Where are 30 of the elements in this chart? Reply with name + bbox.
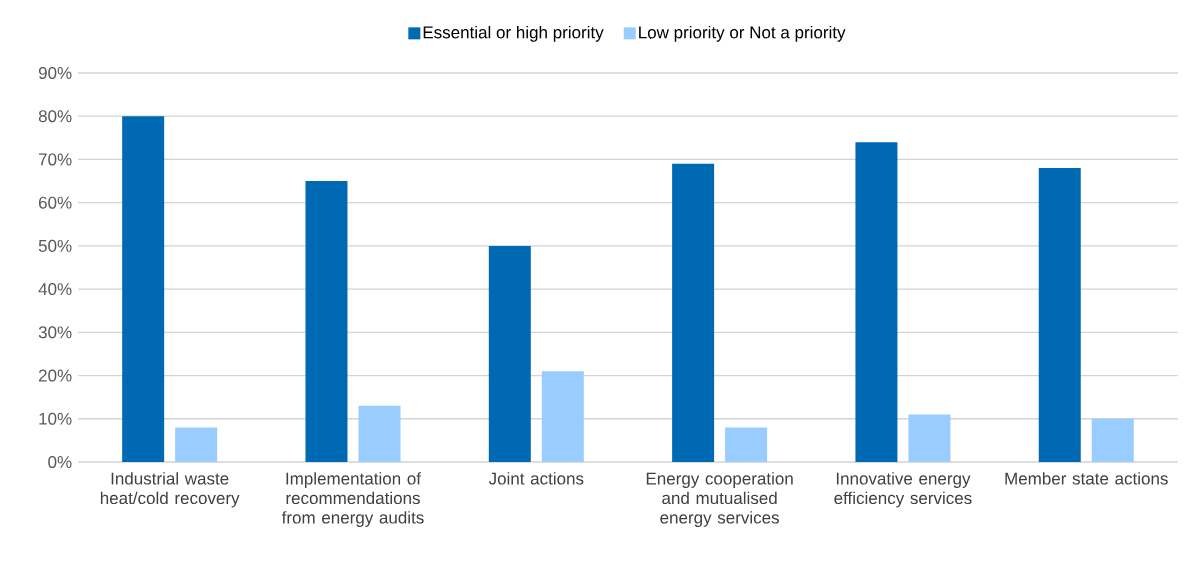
y-tick-label: 30% [38, 326, 72, 339]
y-tick-label: 40% [38, 283, 72, 296]
bar [672, 163, 715, 462]
x-tick-label: Innovative energy efficiency services [834, 472, 972, 508]
legend-label: Low priority or Not a priority [639, 25, 846, 42]
x-tick-label: Joint actions [488, 472, 584, 485]
bar [1038, 168, 1081, 462]
y-tick-label: 20% [38, 369, 72, 382]
bar [175, 427, 218, 462]
bar [358, 405, 401, 462]
bar [1091, 418, 1134, 462]
bar [725, 427, 768, 462]
bar [908, 414, 951, 462]
y-tick-label: 0% [48, 455, 72, 469]
y-tick-label: 80% [38, 110, 72, 123]
bar [541, 371, 584, 462]
y-tick-label: 60% [38, 196, 72, 209]
bar [488, 245, 531, 462]
bar [855, 142, 898, 462]
y-tick-label: 70% [39, 153, 72, 166]
y-tick-label: 50% [38, 239, 72, 252]
y-tick-label: 10% [39, 412, 72, 425]
x-tick-label: Industrial waste heat/cold recovery [100, 472, 240, 508]
x-tick-label: Member state actions [1005, 472, 1168, 485]
bar [305, 181, 348, 462]
x-tick-label: Implementation of recommendations from energy audits [281, 472, 424, 527]
y-tick-label: 90% [38, 66, 72, 80]
legend-label: Essential or high priority [423, 25, 604, 42]
bar [122, 116, 165, 462]
x-tick-label: Energy cooperation and mutualised energy services [646, 472, 793, 527]
